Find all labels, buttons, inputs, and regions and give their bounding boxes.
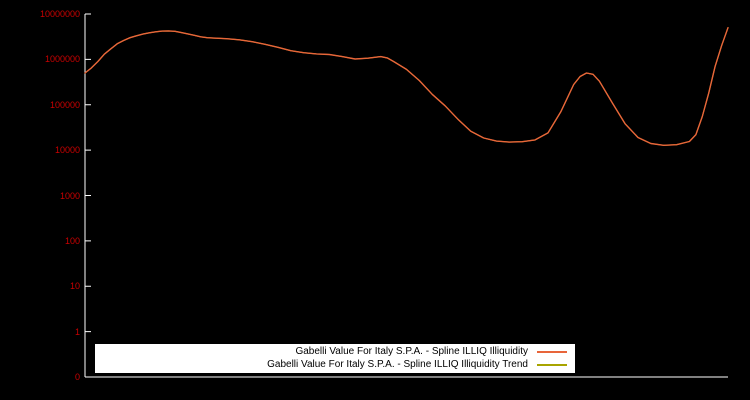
y-tick-label: 10000000	[39, 9, 80, 19]
legend: Gabelli Value For Italy S.P.A. - Spline …	[95, 344, 575, 373]
series-line-trend	[84, 27, 729, 146]
legend-item-illiquidity: Gabelli Value For Italy S.P.A. - Spline …	[95, 346, 575, 358]
y-tick-label: 100	[64, 235, 80, 246]
y-tick-label: 10000	[54, 145, 80, 156]
legend-item-trend: Gabelli Value For Italy S.P.A. - Spline …	[95, 359, 575, 371]
series-line-illiquidity	[84, 27, 729, 147]
y-tick-label: 1	[74, 326, 80, 337]
legend-label-trend: Gabelli Value For Italy S.P.A. - Spline …	[267, 359, 528, 370]
y-tick-label: 1000000	[44, 54, 80, 65]
y-tick-label: 10	[69, 281, 80, 292]
legend-label-illiquidity: Gabelli Value For Italy S.P.A. - Spline …	[295, 346, 528, 357]
legend-line-sample-trend	[537, 364, 567, 366]
legend-line-sample-illiquidity	[537, 351, 567, 353]
y-tick-label: 0	[74, 372, 80, 382]
y-tick-label: 1000	[59, 190, 80, 201]
y-tick-label: 100000	[49, 99, 80, 110]
